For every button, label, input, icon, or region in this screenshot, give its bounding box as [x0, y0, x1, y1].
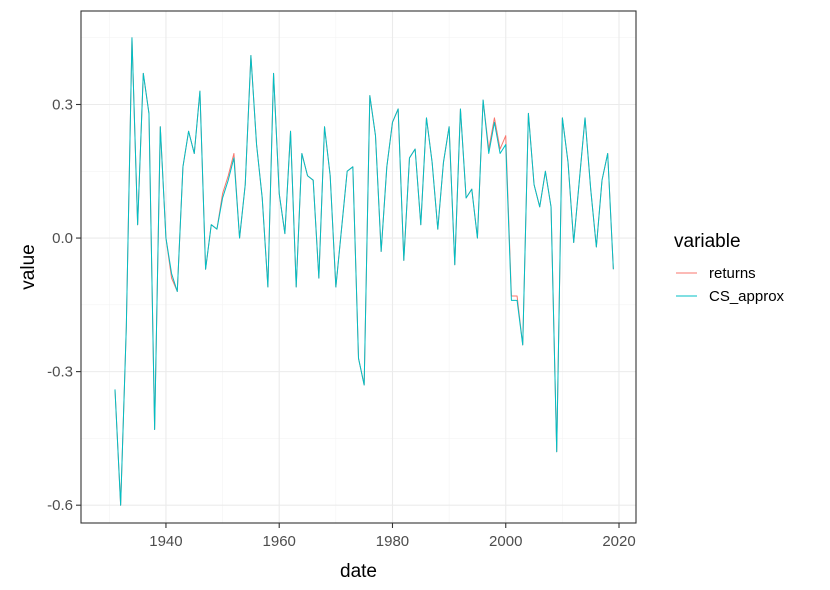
plot-panel-border	[80, 10, 637, 524]
x-axis-title: date	[340, 561, 377, 582]
x-tick-label: 2000	[489, 533, 522, 550]
minor-gridlines	[81, 11, 636, 523]
x-axis: 1940 1960 1980 2000 2020	[149, 523, 636, 550]
x-tick-label: 2020	[602, 533, 635, 550]
legend-items: returns CS_approx	[676, 265, 785, 305]
plot-panel	[81, 11, 636, 523]
legend-label-cs-approx: CS_approx	[709, 288, 785, 305]
x-tick-label: 1960	[263, 533, 296, 550]
y-tick-label: -0.6	[47, 497, 73, 514]
series-line-cs-approx	[114, 37, 614, 506]
major-gridlines	[81, 11, 636, 523]
series-lines	[114, 37, 614, 506]
y-axis: -0.6 -0.3 0.0 0.3	[47, 96, 81, 514]
legend-title: variable	[674, 231, 741, 252]
y-tick-label: 0.0	[52, 230, 73, 247]
legend: variable returns CS_approx	[674, 231, 785, 305]
legend-label-returns: returns	[709, 265, 756, 282]
y-tick-label: 0.3	[52, 96, 73, 113]
y-tick-label: -0.3	[47, 364, 73, 381]
y-axis-title: value	[18, 244, 39, 289]
x-tick-label: 1940	[149, 533, 182, 550]
x-tick-label: 1980	[376, 533, 409, 550]
